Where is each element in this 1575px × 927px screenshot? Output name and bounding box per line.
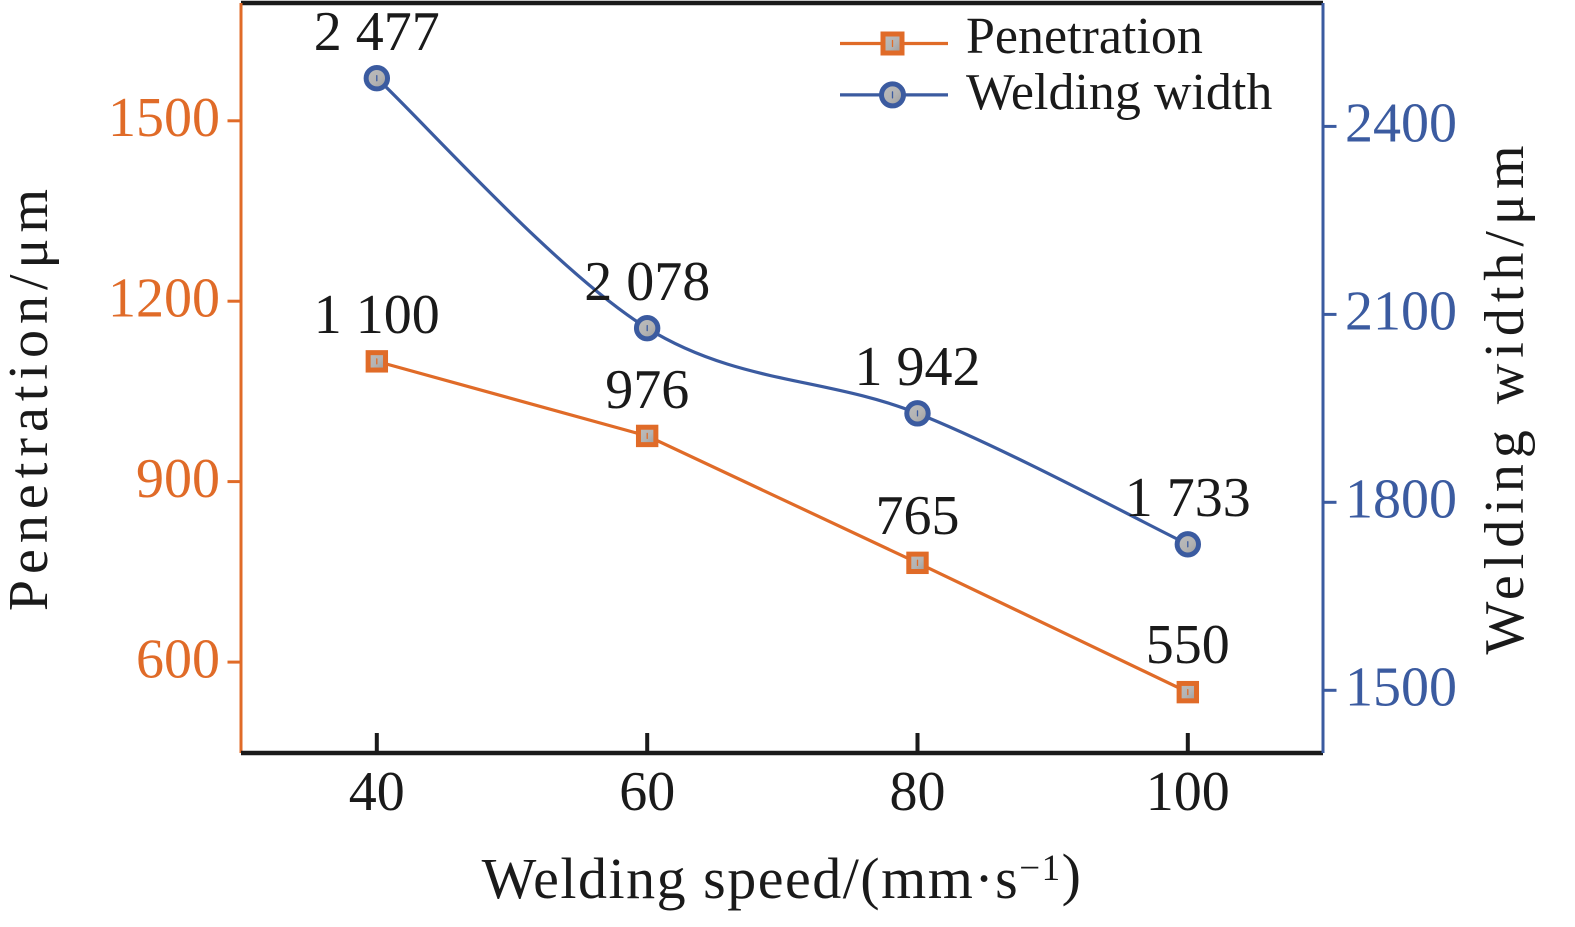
svg-text:60: 60 — [619, 761, 675, 823]
svg-text:Welding speed/(mm·s−1): Welding speed/(mm·s−1) — [482, 842, 1083, 911]
svg-text:100: 100 — [1146, 761, 1230, 823]
svg-text:1800: 1800 — [1345, 468, 1457, 530]
svg-text:2 078: 2 078 — [584, 251, 710, 313]
svg-text:1500: 1500 — [108, 87, 220, 149]
svg-text:900: 900 — [136, 448, 220, 510]
svg-text:80: 80 — [890, 761, 946, 823]
svg-text:976: 976 — [605, 359, 689, 421]
svg-text:1 100: 1 100 — [314, 284, 440, 346]
svg-text:Penetration/μm: Penetration/μm — [0, 183, 60, 611]
svg-text:550: 550 — [1146, 614, 1230, 676]
svg-text:1 733: 1 733 — [1125, 467, 1251, 529]
svg-text:Welding width/μm: Welding width/μm — [1474, 139, 1536, 654]
svg-text:1 942: 1 942 — [855, 336, 981, 398]
svg-text:1200: 1200 — [108, 268, 220, 330]
svg-text:Welding width: Welding width — [966, 64, 1272, 121]
svg-text:600: 600 — [136, 629, 220, 691]
svg-text:2100: 2100 — [1345, 281, 1457, 343]
svg-text:765: 765 — [876, 485, 960, 547]
svg-text:40: 40 — [349, 761, 405, 823]
svg-text:1500: 1500 — [1345, 656, 1457, 718]
svg-text:2400: 2400 — [1345, 93, 1457, 155]
svg-text:2 477: 2 477 — [314, 1, 440, 63]
svg-text:Penetration: Penetration — [966, 8, 1203, 65]
